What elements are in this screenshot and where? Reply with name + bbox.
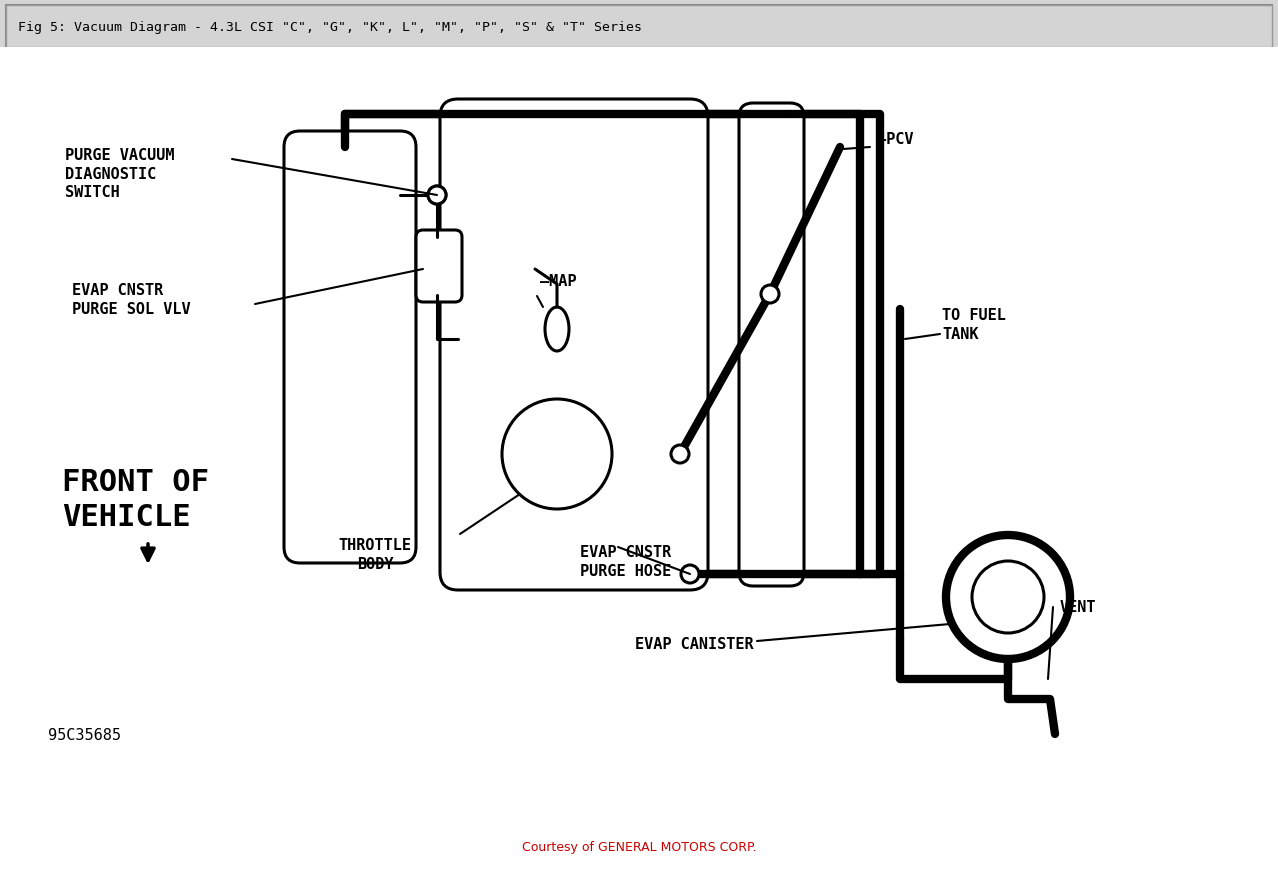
Text: PURGE VACUUM
DIAGNOSTIC
SWITCH: PURGE VACUUM DIAGNOSTIC SWITCH bbox=[65, 148, 175, 200]
Circle shape bbox=[973, 562, 1044, 633]
FancyBboxPatch shape bbox=[440, 100, 708, 590]
FancyBboxPatch shape bbox=[284, 132, 417, 563]
Circle shape bbox=[428, 187, 446, 205]
Circle shape bbox=[671, 446, 689, 463]
FancyBboxPatch shape bbox=[440, 100, 708, 590]
Text: THROTTLE
BODY: THROTTLE BODY bbox=[339, 538, 412, 571]
Text: —MAP: —MAP bbox=[541, 274, 576, 289]
Circle shape bbox=[428, 187, 446, 205]
Circle shape bbox=[946, 535, 1070, 659]
Text: VENT: VENT bbox=[1059, 600, 1097, 615]
Text: EVAP CNSTR
PURGE SOL VLV: EVAP CNSTR PURGE SOL VLV bbox=[72, 283, 190, 316]
Circle shape bbox=[973, 562, 1044, 633]
Circle shape bbox=[502, 400, 612, 509]
FancyBboxPatch shape bbox=[417, 230, 463, 303]
Circle shape bbox=[681, 565, 699, 583]
Text: Fig 5: Vacuum Diagram - 4.3L CSI "C", "G", "K", L", "M", "P", "S" & "T" Series: Fig 5: Vacuum Diagram - 4.3L CSI "C", "G… bbox=[18, 20, 642, 34]
FancyBboxPatch shape bbox=[284, 132, 417, 563]
Circle shape bbox=[946, 535, 1070, 659]
Text: EVAP CNSTR
PURGE HOSE: EVAP CNSTR PURGE HOSE bbox=[580, 544, 671, 578]
Ellipse shape bbox=[544, 307, 569, 352]
Text: TO FUEL
TANK: TO FUEL TANK bbox=[942, 307, 1006, 341]
FancyBboxPatch shape bbox=[739, 104, 804, 587]
Text: —PCV: —PCV bbox=[877, 132, 914, 147]
FancyBboxPatch shape bbox=[6, 6, 1272, 880]
FancyBboxPatch shape bbox=[6, 48, 1272, 880]
FancyBboxPatch shape bbox=[6, 6, 1272, 48]
Ellipse shape bbox=[544, 307, 569, 352]
Text: 95C35685: 95C35685 bbox=[49, 727, 121, 742]
Text: FRONT OF
VEHICLE: FRONT OF VEHICLE bbox=[63, 467, 210, 532]
Circle shape bbox=[502, 400, 612, 509]
FancyBboxPatch shape bbox=[417, 230, 463, 303]
FancyBboxPatch shape bbox=[739, 104, 804, 587]
Circle shape bbox=[760, 285, 780, 304]
Text: Courtesy of GENERAL MOTORS CORP.: Courtesy of GENERAL MOTORS CORP. bbox=[521, 841, 757, 853]
Text: EVAP CANISTER: EVAP CANISTER bbox=[635, 637, 754, 652]
